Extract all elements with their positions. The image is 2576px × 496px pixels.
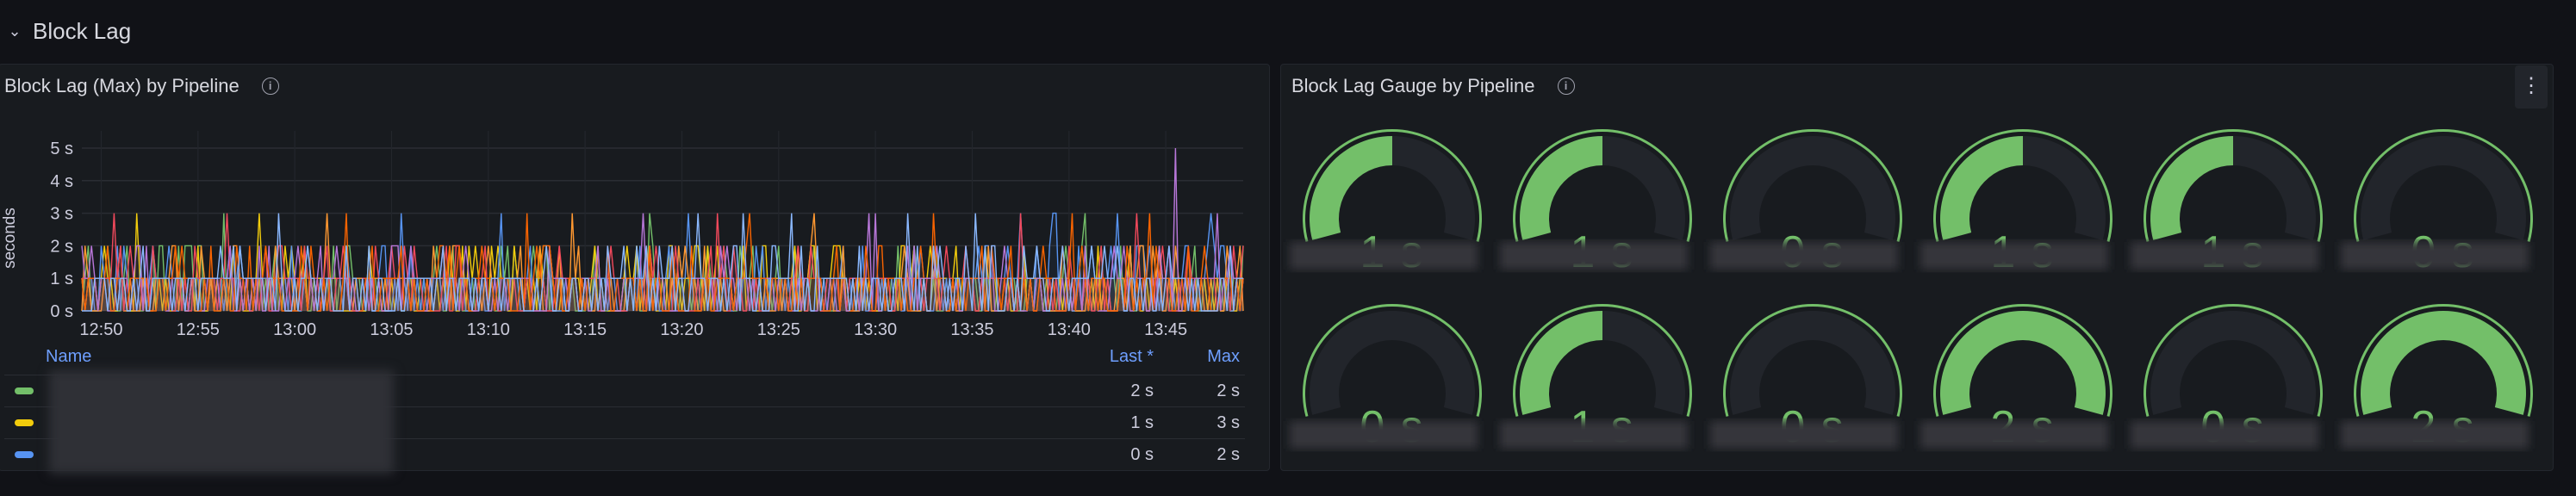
y-tick-label: 3 s [50,205,73,224]
gauge-fill [1520,136,1602,240]
panel-title-bar: Block Lag (Max) by Pipeline i [4,75,279,97]
gauge-track [2150,311,2316,415]
block-lag-gauge-panel: Block Lag Gauge by Pipeline i ⋮ 1 s1 s0 … [1280,64,2554,471]
gauge-track [1730,135,1895,240]
series-color-swatch [15,451,34,458]
panel-title: Block Lag Gauge by Pipeline [1291,75,1535,96]
chevron-down-icon[interactable]: ⌄ [8,22,22,40]
x-tick-label: 13:40 [1048,320,1091,339]
timeseries-chart[interactable]: 0 s 1 s 2 s 3 s 4 s 5 s 12:50 12:55 13:00 13:05 13… [0,65,1271,349]
x-tick-label: 13:05 [370,320,413,339]
series-color-swatch [15,419,34,426]
x-tick-label: 13:15 [563,320,607,339]
series-area [82,213,1243,311]
gauge-track [2361,135,2526,240]
legend-header-last[interactable]: Last * [1109,347,1154,366]
legend-header-max[interactable]: Max [1207,347,1240,366]
block-lag-timeseries-panel: Block Lag (Max) by Pipeline i 0 s 1 s 2 s 3… [0,64,1271,474]
redacted-gauge-label [1500,242,1688,270]
gauge-track [1730,310,1895,415]
redacted-gauge-label [1710,242,1898,270]
x-tick-label: 13:25 [757,320,800,339]
series-area [82,213,1243,311]
legend-max-value: 3 s [1216,413,1240,432]
series-area [82,213,1243,311]
series-area [82,213,1243,311]
legend-max-value: 2 s [1216,381,1240,400]
legend-header: Name Last * Max [4,340,1245,375]
series-area [82,213,1243,311]
legend-last-value: 1 s [1130,413,1154,432]
y-tick-label: 1 s [50,270,73,288]
gauge-track [1310,311,1475,415]
row-title: Block Lag [33,17,132,44]
info-circle-icon[interactable]: i [261,78,279,95]
legend-row[interactable]: 2 s 2 s [4,375,1245,406]
y-axis-label: seconds [1,208,19,269]
gauge-fill [1310,136,1392,240]
legend-last-value: 0 s [1130,445,1154,464]
legend-header-name[interactable]: Name [46,347,92,366]
redacted-gauge-label [1290,421,1478,449]
x-tick-label: 13:00 [273,320,316,339]
series-line[interactable] [82,213,1243,312]
row-header-block-lag[interactable]: ⌄ Block Lag [0,12,131,50]
series-color-swatch [15,388,34,394]
redacted-series-names [49,370,394,474]
gauge-fill [1940,136,2023,240]
x-tick-label: 13:35 [950,320,993,339]
redacted-gauge-label [1920,421,2108,449]
x-tick-label: 13:20 [660,320,703,339]
legend-last-value: 2 s [1130,381,1154,400]
legend-row[interactable]: 0 s 2 s [4,438,1245,470]
series-line[interactable] [81,213,1244,312]
info-circle-icon[interactable]: i [1557,78,1575,95]
gauge-fill [2150,136,2233,240]
x-tick-label: 12:50 [79,320,122,339]
series-area [82,213,1243,311]
series-area [82,213,1243,311]
redacted-gauge-label [2131,421,2318,449]
gauge-fill [1520,311,1602,415]
redacted-gauge-label [2341,421,2529,449]
x-tick-label: 12:55 [177,320,220,339]
x-tick-label: 13:10 [467,320,510,339]
legend-row[interactable]: 1 s 3 s [4,406,1245,438]
redacted-gauge-label [1500,421,1688,449]
gauge-grid: 1 s1 s0 s1 s1 s0 s0 s1 s0 s2 s0 s2 s [1290,128,2533,452]
panel-title: Block Lag (Max) by Pipeline [4,75,240,96]
y-tick-label: 5 s [50,140,73,158]
y-tick-label: 4 s [50,172,73,191]
gauge-fill [2361,310,2526,415]
redacted-gauge-label [2131,242,2318,270]
panel-title-bar: Block Lag Gauge by Pipeline i [1291,75,1575,97]
redacted-gauge-label [1710,421,1898,449]
y-tick-label: 2 s [50,237,73,256]
legend-max-value: 2 s [1216,445,1240,464]
kebab-menu-icon[interactable]: ⋮ [2515,65,2548,108]
x-tick-label: 13:45 [1144,320,1187,339]
redacted-gauge-label [2341,242,2529,270]
legend-table: Name Last * Max 2 s 2 s 1 s 3 s 0 s 2 s [4,340,1245,470]
gauge-fill [1940,310,2106,415]
x-tick-label: 13:30 [854,320,897,339]
redacted-gauge-label [1920,242,2108,270]
y-tick-label: 0 s [50,302,73,321]
redacted-gauge-label [1290,242,1478,270]
